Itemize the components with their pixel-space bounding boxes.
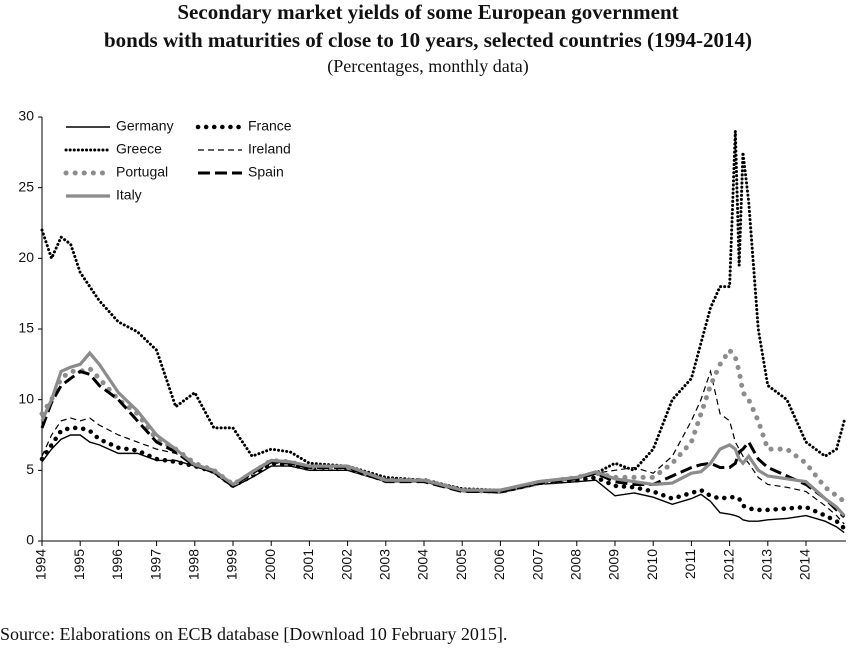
x-tick-label: 2003	[377, 549, 393, 580]
source-note: Source: Elaborations on ECB database [Do…	[0, 624, 507, 644]
y-tick-label: 15	[18, 320, 34, 336]
x-tick-label: 2010	[644, 549, 660, 580]
x-tick-label: 2009	[606, 549, 622, 580]
y-tick-label: 10	[18, 390, 34, 406]
chart-subtitle: (Percentages, monthly data)	[327, 56, 528, 77]
x-tick-label: 2012	[720, 549, 736, 580]
x-tick-label: 1998	[186, 549, 202, 580]
x-tick-label: 2004	[415, 549, 431, 580]
legend-label: Portugal	[116, 164, 168, 180]
x-tick-label: 2000	[262, 549, 278, 580]
y-tick-label: 30	[18, 108, 34, 124]
legend-label: France	[248, 118, 292, 134]
series-line	[40, 131, 846, 492]
x-tick-label: 1994	[33, 549, 49, 580]
x-tick-label: 2006	[491, 549, 507, 580]
series-line	[39, 346, 847, 504]
series-line	[40, 369, 846, 519]
x-tick-label: 2011	[682, 549, 698, 579]
legend-label: Ireland	[248, 141, 291, 157]
y-tick-label: 0	[26, 532, 34, 548]
legend: Germany France Greece Ireland Portugal Spain I…	[63, 118, 292, 203]
y-tick-label: 20	[18, 249, 34, 265]
x-tick-label: 2001	[300, 549, 316, 580]
x-tick-label: 2013	[759, 549, 775, 580]
legend-label: Greece	[116, 141, 162, 157]
chart-title: bonds with maturities of close to 10 yea…	[104, 28, 752, 52]
x-tick-label: 2002	[338, 549, 354, 580]
x-tick-label: 2005	[453, 549, 469, 580]
series-line	[40, 350, 846, 517]
x-tick-label: 1997	[147, 549, 163, 580]
x-tick-label: 2007	[529, 549, 545, 580]
y-tick-label: 25	[18, 178, 34, 194]
legend-label: Italy	[116, 187, 142, 203]
legend-label: Germany	[116, 118, 174, 134]
x-tick-label: 2008	[568, 549, 584, 580]
legend-label: Spain	[248, 164, 284, 180]
x-tick-label: 1996	[109, 549, 125, 580]
x-tick-label: 1999	[224, 549, 240, 580]
x-tick-label: 2014	[797, 549, 813, 580]
chart-title: Secondary market yields of some European…	[177, 0, 678, 24]
series-line	[41, 369, 845, 525]
y-tick-label: 5	[26, 461, 34, 477]
x-tick-label: 1995	[71, 549, 87, 580]
